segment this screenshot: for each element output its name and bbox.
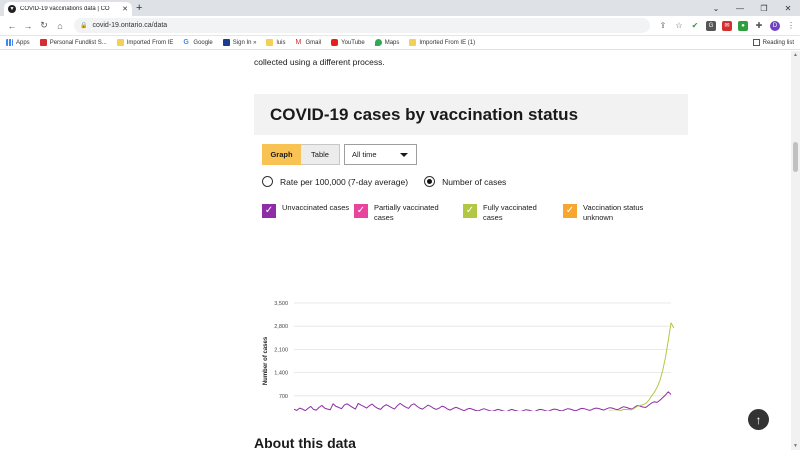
apps-grid-icon <box>6 39 13 46</box>
reload-icon[interactable]: ↻ <box>40 20 48 30</box>
legend-item-fully-vaccinated[interactable]: ✓ Fully vaccinated cases <box>463 203 563 223</box>
folder-icon <box>409 39 417 46</box>
bookmark-star-icon[interactable]: ☆ <box>675 21 683 30</box>
profile-avatar[interactable]: D <box>770 20 780 31</box>
green-extension-icon[interactable]: ● <box>738 20 748 31</box>
window-controls: ⌄ — ❐ ✕ <box>704 0 800 16</box>
folder-icon <box>266 39 274 46</box>
url-text: covid-19.ontario.ca/data <box>92 22 168 29</box>
share-icon[interactable]: ⇪ <box>659 21 667 30</box>
home-icon[interactable]: ⌂ <box>57 20 63 31</box>
site-favicon-icon: ▼ <box>8 5 16 13</box>
y-tick-label: 700 <box>279 394 288 400</box>
restore-icon[interactable]: ❐ <box>760 3 768 13</box>
maps-icon <box>374 39 382 46</box>
bookmarks-bar: Apps Personal Fundlist S... Imported Fro… <box>0 36 800 50</box>
y-tick-label: 3,500 <box>274 301 288 307</box>
bookmark-item[interactable]: Imported From IE <box>116 39 173 46</box>
maple-leaf-icon <box>39 39 47 46</box>
bookmark-item[interactable]: YouTube <box>331 39 365 46</box>
section-title: COVID-19 cases by vaccination status <box>270 104 579 124</box>
close-window-icon[interactable]: ✕ <box>784 3 792 13</box>
browser-toolbar: ← → ↻ ⌂ 🔒 covid-19.ontario.ca/data ⇪ ☆ ✔… <box>0 16 800 36</box>
legend-label: Partially vaccinated cases <box>374 203 439 222</box>
bookmark-item[interactable]: M Gmail <box>295 39 322 46</box>
scroll-thumb[interactable] <box>793 142 798 172</box>
menu-kebab-icon[interactable]: ⋮ <box>787 21 795 30</box>
checkbox-checked-icon[interactable]: ✓ <box>563 204 577 218</box>
radio-selected-icon[interactable] <box>424 176 436 187</box>
view-toggle: Graph Table <box>262 144 340 165</box>
y-axis-label: Number of cases <box>263 336 269 385</box>
series-line-unvaccinated-cases <box>293 391 672 411</box>
reading-list-button[interactable]: Reading list <box>752 39 794 46</box>
legend-item-partially-vaccinated[interactable]: ✓ Partially vaccinated cases <box>354 203 463 223</box>
reading-list-icon <box>752 39 760 46</box>
arrow-up-icon: ↑ <box>755 412 762 427</box>
checkbox-checked-icon[interactable]: ✓ <box>463 204 477 218</box>
page-viewport: collected using a different process. COV… <box>0 51 800 450</box>
address-bar[interactable]: 🔒 covid-19.ontario.ca/data <box>74 18 650 33</box>
time-range-select[interactable]: All time <box>344 144 417 165</box>
series-legend: ✓ Unvaccinated cases ✓ Partially vaccina… <box>262 203 655 223</box>
bookmark-item[interactable]: luis <box>266 39 285 46</box>
y-tick-label: 2,800 <box>274 324 288 330</box>
browser-tab[interactable]: ▼ COVID-19 vaccinations data | CO ✕ <box>4 2 132 16</box>
series-line-fully-vaccinated-cases <box>607 322 675 411</box>
bookmark-item[interactable]: Personal Fundlist S... <box>39 39 107 46</box>
gmail-icon: M <box>295 39 303 46</box>
legend-label: Vaccination status unknown <box>583 203 644 222</box>
table-button[interactable]: Table <box>301 144 340 165</box>
back-to-top-button[interactable]: ↑ <box>748 409 769 430</box>
legend-item-status-unknown[interactable]: ✓ Vaccination status unknown <box>563 203 655 223</box>
checkbox-checked-icon[interactable]: ✓ <box>262 204 276 218</box>
y-tick-label: 1,400 <box>274 371 288 377</box>
bookmark-item[interactable]: Maps <box>374 39 399 46</box>
new-tab-icon[interactable]: + <box>136 2 143 14</box>
graph-button[interactable]: Graph <box>262 144 301 165</box>
bookmark-item[interactable]: Sign In » <box>222 39 256 46</box>
caret-down-icon <box>400 153 408 157</box>
y-tick-label: 2,100 <box>274 347 288 353</box>
legend-item-unvaccinated[interactable]: ✓ Unvaccinated cases <box>262 203 354 223</box>
checkbox-checked-icon[interactable]: ✓ <box>354 204 368 218</box>
check-extension-icon[interactable]: ✔ <box>691 21 699 30</box>
radio-circle-icon[interactable] <box>262 176 273 187</box>
browser-tab-strip: ▼ COVID-19 vaccinations data | CO ✕ + ⌄ … <box>0 0 800 16</box>
legend-label: Fully vaccinated cases <box>483 203 537 222</box>
about-data-heading: About this data <box>254 435 356 450</box>
scroll-up-icon[interactable]: ▲ <box>793 52 798 58</box>
lock-icon: 🔒 <box>80 23 88 29</box>
folder-icon <box>116 39 124 46</box>
section-header: COVID-19 cases by vaccination status <box>254 94 688 135</box>
time-range-value: All time <box>352 150 377 159</box>
mail-extension-icon[interactable]: ✉ <box>722 20 732 31</box>
legend-label: Unvaccinated cases <box>282 203 350 212</box>
radio-rate[interactable]: Rate per 100,000 (7-day average) <box>262 176 408 187</box>
extension-icon[interactable]: G <box>706 20 716 31</box>
radio-count[interactable]: Number of cases <box>424 176 506 187</box>
chevron-down-icon[interactable]: ⌄ <box>712 3 720 13</box>
tab-title: COVID-19 vaccinations data | CO <box>20 6 110 12</box>
google-icon: G <box>183 39 191 46</box>
puzzle-icon[interactable]: ✚ <box>755 21 763 30</box>
intro-text: collected using a different process. <box>254 57 385 67</box>
close-tab-icon[interactable]: ✕ <box>122 6 128 13</box>
radio-count-label: Number of cases <box>442 176 507 187</box>
radio-rate-label: Rate per 100,000 (7-day average) <box>280 176 409 187</box>
bookmark-item[interactable]: Imported From IE (1) <box>409 39 475 46</box>
forward-arrow-icon[interactable]: → <box>23 20 33 31</box>
back-arrow-icon[interactable]: ← <box>7 20 17 31</box>
bookmark-item[interactable]: G Google <box>183 39 213 46</box>
page-scrollbar[interactable]: ▲ ▼ <box>791 51 800 450</box>
minimize-icon[interactable]: — <box>736 3 744 13</box>
star-icon <box>222 39 230 46</box>
bookmark-item[interactable]: Apps <box>6 39 30 46</box>
scroll-down-icon[interactable]: ▼ <box>793 443 798 449</box>
youtube-icon <box>331 39 339 46</box>
metric-radio-group: Rate per 100,000 (7-day average) Number … <box>262 176 522 187</box>
extensions-area: ⇪ ☆ ✔ G ✉ ● ✚ D ⋮ <box>658 20 796 31</box>
